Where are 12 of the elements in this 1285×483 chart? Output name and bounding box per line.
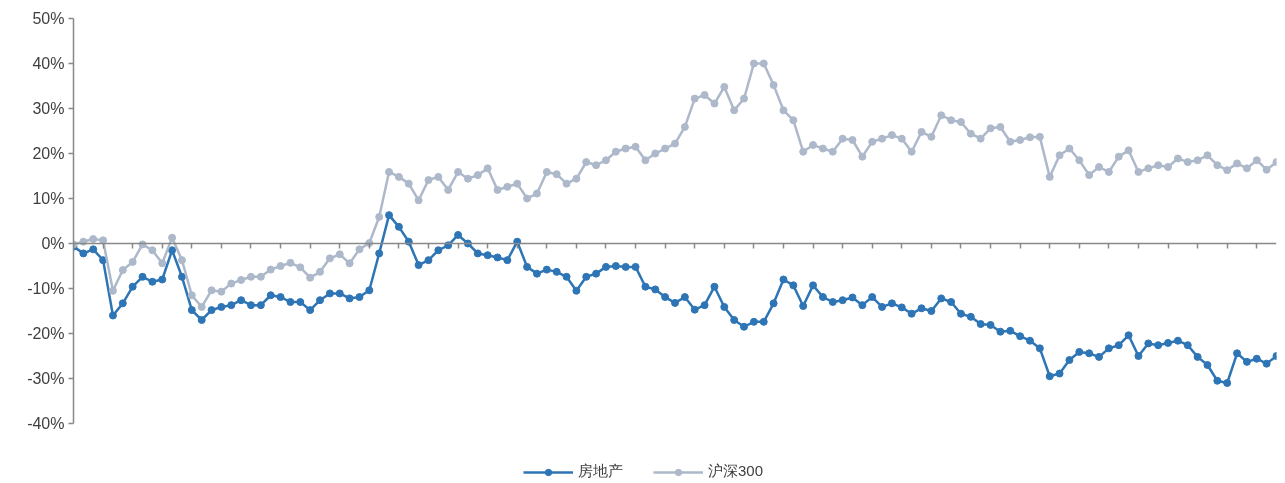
y-tick-label: 40% — [32, 55, 65, 72]
legend-label: 房地产 — [578, 462, 623, 481]
y-tick-label: 20% — [32, 145, 65, 162]
y-tick-label: -20% — [27, 325, 65, 342]
y-tick-label: -10% — [27, 280, 65, 297]
y-tick-label: 10% — [32, 190, 65, 207]
legend-label: 沪深300 — [708, 462, 764, 481]
y-tick-label: 50% — [32, 10, 65, 27]
y-tick-label: 30% — [32, 100, 65, 117]
y-tick-label: 0% — [41, 235, 65, 252]
y-tick-label: -40% — [27, 415, 65, 432]
y-tick-label: -30% — [27, 370, 65, 387]
